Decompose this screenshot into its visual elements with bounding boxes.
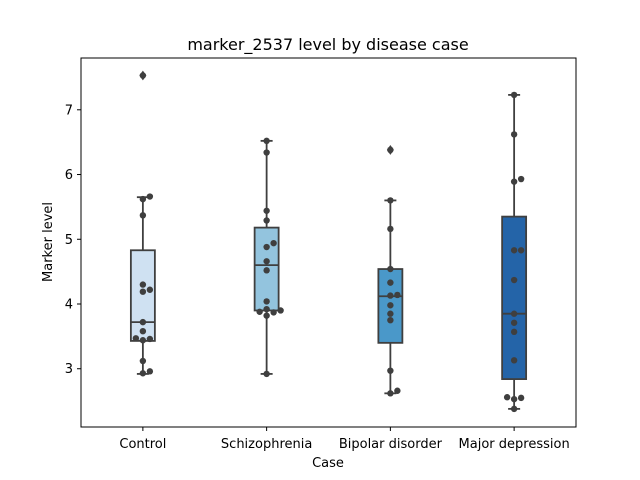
data-point xyxy=(146,368,154,375)
data-point xyxy=(387,367,394,374)
data-point xyxy=(510,247,518,254)
data-point xyxy=(263,149,270,156)
data-point xyxy=(263,258,270,265)
data-point xyxy=(517,175,525,183)
data-point xyxy=(510,405,518,413)
data-point xyxy=(263,305,270,313)
x-tick-label: Major depression xyxy=(459,437,570,452)
data-point xyxy=(510,310,518,317)
data-point xyxy=(270,309,277,316)
data-point xyxy=(510,131,518,138)
y-tick-label: 4 xyxy=(65,298,73,313)
data-point xyxy=(263,312,270,319)
data-point xyxy=(263,243,270,251)
data-point xyxy=(146,286,154,293)
data-point xyxy=(517,247,525,254)
data-point xyxy=(387,292,394,299)
data-point xyxy=(139,72,147,79)
data-point xyxy=(146,335,154,343)
data-point xyxy=(387,265,394,273)
x-tick-label: Bipolar disorder xyxy=(339,437,443,452)
data-point xyxy=(139,357,147,365)
data-point xyxy=(139,195,147,203)
data-point xyxy=(510,395,518,403)
data-point xyxy=(394,291,401,299)
data-point xyxy=(256,308,263,315)
data-point xyxy=(387,279,394,286)
data-point xyxy=(387,146,394,154)
data-point xyxy=(263,298,270,305)
plot-area: 3 4 5 6 7 Control Schizophrenia Bipolar disorde… xyxy=(65,57,577,452)
data-point xyxy=(270,239,277,247)
data-point xyxy=(263,267,270,274)
x-tick-label: Schizophrenia xyxy=(221,437,312,452)
chart-title: marker_2537 level by disease case xyxy=(187,35,468,55)
y-axis-label: Marker level xyxy=(41,202,56,282)
data-point xyxy=(510,178,518,185)
data-point xyxy=(139,288,147,295)
axes-frame xyxy=(80,57,577,428)
data-point xyxy=(503,394,511,401)
data-point xyxy=(277,307,284,314)
y-tick-label: 3 xyxy=(65,362,73,377)
data-point xyxy=(510,319,518,326)
data-point xyxy=(387,390,394,397)
data-point xyxy=(510,91,518,99)
y-tick-label: 5 xyxy=(65,233,73,248)
data-point xyxy=(517,394,525,402)
box-iqr xyxy=(129,249,156,342)
data-point xyxy=(139,337,147,344)
data-point xyxy=(510,276,518,284)
data-point xyxy=(139,370,147,377)
x-tick-label: Control xyxy=(119,437,166,452)
data-point xyxy=(139,281,147,288)
data-point xyxy=(387,197,394,204)
data-point xyxy=(387,316,394,324)
data-point xyxy=(510,357,518,364)
x-axis-label: Case xyxy=(312,456,344,471)
data-point xyxy=(263,370,270,378)
data-point xyxy=(263,217,270,224)
data-point xyxy=(387,225,394,233)
data-point xyxy=(387,302,394,309)
data-point xyxy=(146,193,154,200)
data-point xyxy=(263,207,270,214)
y-tick-label: 6 xyxy=(65,168,73,183)
data-point xyxy=(132,335,140,342)
data-point xyxy=(510,328,518,336)
data-point xyxy=(139,212,147,219)
data-point xyxy=(387,310,394,317)
y-tick-label: 7 xyxy=(65,103,73,118)
data-point xyxy=(139,327,147,335)
data-point xyxy=(139,318,147,326)
box-iqr xyxy=(501,215,528,380)
data-point xyxy=(394,387,401,394)
data-point xyxy=(263,137,270,145)
